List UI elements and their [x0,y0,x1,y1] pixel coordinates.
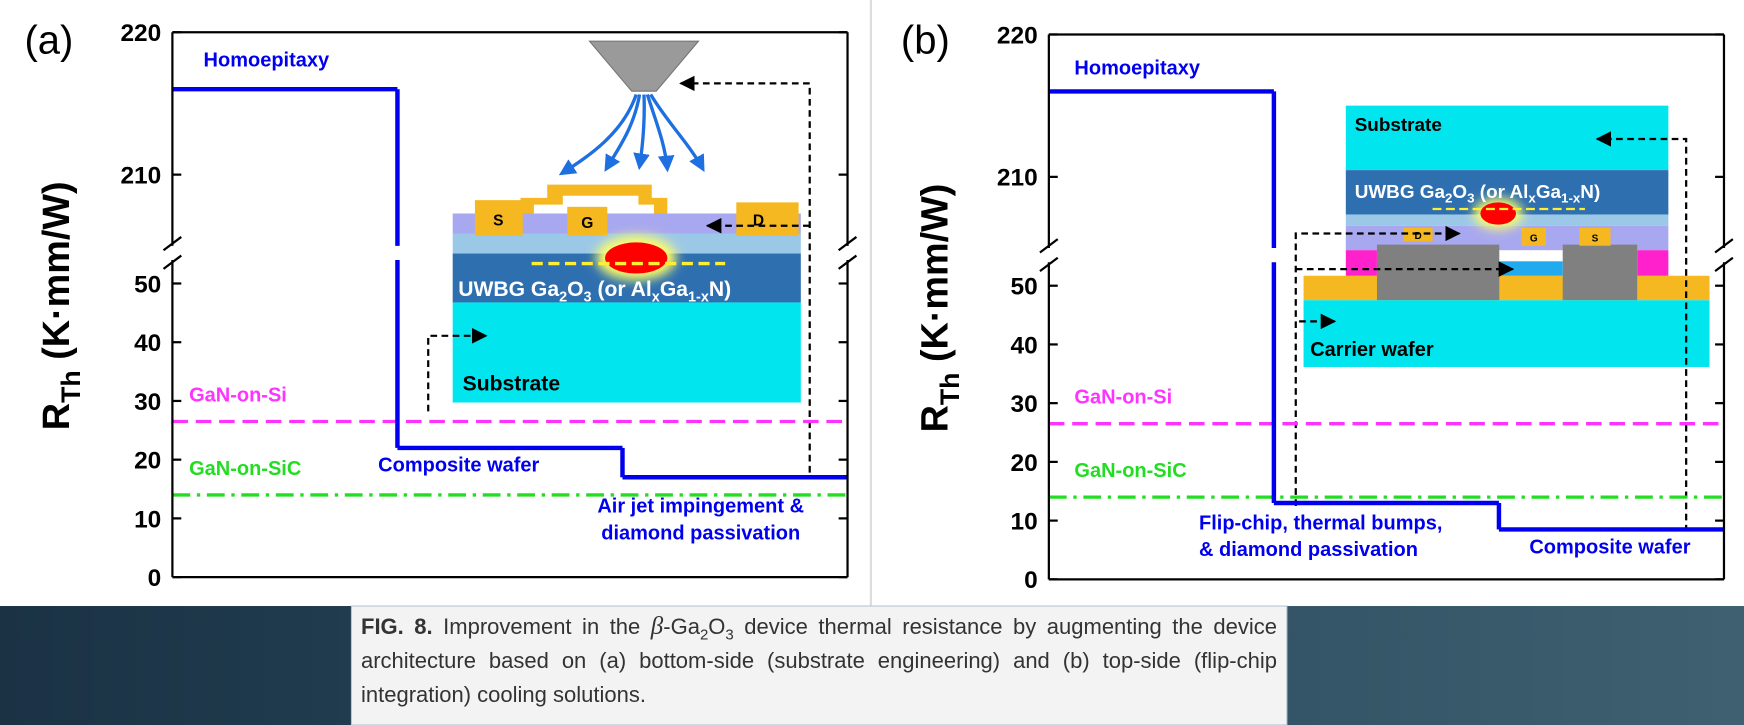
y-tick-label: 0 [1024,567,1038,594]
caption-box [350,605,1288,725]
y-axis-label: RTh (K·mm/W) [915,184,965,433]
y-axis-label-part: R [36,403,78,430]
gate-contact [1521,227,1547,246]
axis-break [162,254,182,270]
carrier-layer [1303,300,1710,367]
y-tick-label: 0 [148,565,162,592]
axis-break [837,254,858,270]
reference-label: GaN-on-SiC [1074,460,1186,482]
thermal-bump [1562,244,1638,301]
y-tick-label: 40 [134,330,161,357]
heat-path [1294,131,1688,532]
y-axis-label-part: R [915,405,957,432]
inset-label: Carrier wafer [1310,339,1434,361]
thermal-bump [1376,244,1500,301]
caption-text: O [708,614,726,639]
y-tick-label: 40 [1011,332,1038,359]
stage-label: Composite wafer [1529,537,1690,559]
caption-text: -Ga [663,614,700,639]
inset-label: G [1530,233,1538,244]
stage-label: diamond passivation [601,522,800,544]
y-tick-label: 220 [997,22,1038,49]
y-tick-label: 10 [134,506,161,533]
y-tick-label: 20 [1011,450,1038,477]
y-axis-label-part: (K·mm/W) [36,181,78,370]
caption-label: FIG. 8. [361,614,433,639]
gap [1499,261,1563,276]
caption-text: device thermal resistance by augmenting … [361,614,1277,707]
drain-contact [736,202,799,236]
y-axis-label: RTh (K·mm/W) [36,181,86,430]
stage-label: Flip-chip, thermal bumps, [1199,512,1442,534]
gate-contact [567,206,608,236]
y-tick-label: 210 [120,163,161,190]
inset-label: D [1414,231,1421,242]
inset-a: S G D UWBG Ga2O3 (or AlxGa1-xN) Substrat… [427,40,811,473]
y-tick-label: 220 [120,20,161,47]
y-axis-label-part: Th [935,373,965,406]
panel-label: (a) [24,18,73,62]
y-tick-label: 20 [134,448,161,475]
reference-label: GaN-on-SiC [189,458,301,480]
axis-break [1039,256,1059,273]
inset-label: D [753,213,764,230]
source-contact [474,200,523,236]
reference-label: GaN-on-Si [1074,387,1172,409]
axis-break [162,236,182,252]
bump-layer [1303,275,1710,301]
nozzle [588,40,700,92]
stage-label: Air jet impingement & [597,496,804,518]
caption: FIG. 8. Improvement in the β-Ga2O3 devic… [361,610,1277,712]
panel-label: (b) [901,18,950,62]
substrate-layer [1345,105,1669,171]
axis-break [837,236,858,252]
axis-break [1714,238,1734,254]
inset-label: UWBG Ga2O3 (or AlxGa1-xN) [1355,182,1601,205]
source-contact [1579,227,1611,246]
inset-label: G [581,215,593,232]
air-jet [558,93,705,176]
inset-label: Substrate [1355,115,1442,136]
y-tick-label: 10 [1011,509,1038,536]
reference-label: GaN-on-Si [189,384,287,406]
y-axis-label-part: (K·mm/W) [915,184,957,373]
hotspot [1480,202,1516,225]
substrate-layer [452,302,801,403]
caption-text: 2 [699,626,709,644]
inset-label: S [1592,233,1599,244]
caption-text: β [650,613,664,640]
field-plate [520,184,668,214]
axis-break [1714,256,1734,273]
hotspot [605,242,668,274]
inset-label: UWBG Ga2O3 (or AlxGa1-xN) [458,278,731,306]
inset-label: S [493,213,503,230]
bond [1637,250,1669,276]
inset-label: Substrate [463,372,561,395]
y-tick-label: 50 [1011,274,1038,301]
bond [1345,250,1377,276]
stage-label: Composite wafer [378,454,539,476]
y-tick-label: 30 [134,389,161,416]
stage-label: & diamond passivation [1199,539,1418,561]
y-tick-label: 50 [134,271,161,298]
stage-label: Homoepitaxy [1074,58,1200,80]
inset-b: Substrate UWBG Ga2O3 (or AlxGa1-xN) D G … [1294,105,1710,532]
heat-path [427,75,811,473]
y-axis-label-part: Th [56,370,86,403]
y-tick-label: 210 [997,165,1038,192]
y-tick-label: 30 [1011,391,1038,418]
caption-text: 3 [725,626,734,644]
axis-break [1039,238,1059,254]
caption-text: Improvement in the [432,614,651,639]
stage-label: Homoepitaxy [204,50,330,72]
